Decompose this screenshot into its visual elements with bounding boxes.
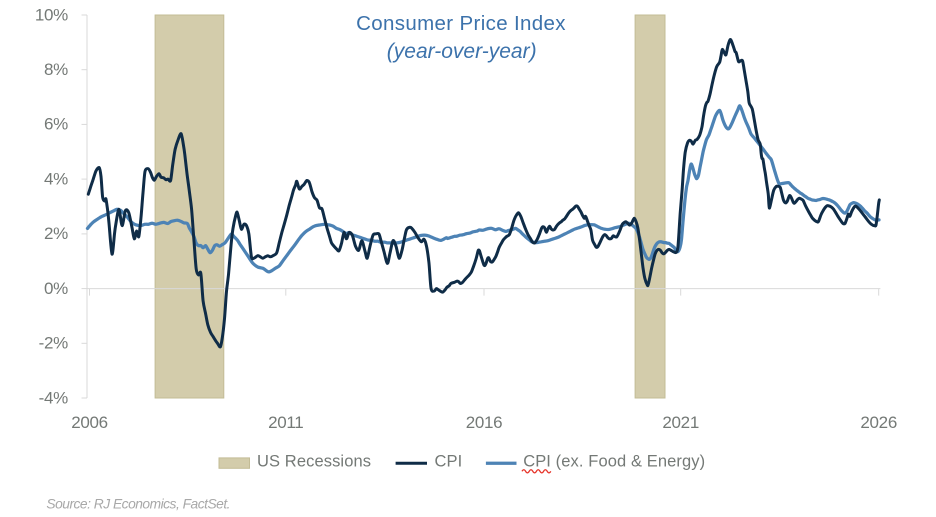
svg-text:Consumer Price Index: Consumer Price Index (356, 12, 566, 35)
svg-text:US Recessions: US Recessions (257, 453, 371, 471)
svg-text:8%: 8% (44, 60, 68, 79)
svg-text:2006: 2006 (71, 413, 108, 432)
svg-text:2011: 2011 (268, 413, 303, 432)
svg-text:6%: 6% (44, 115, 68, 134)
svg-text:Source: RJ Economics, FactSet.: Source: RJ Economics, FactSet. (46, 497, 230, 512)
svg-text:-4%: -4% (39, 388, 69, 407)
svg-text:CPI: CPI (435, 453, 463, 471)
svg-text:0%: 0% (44, 279, 68, 298)
svg-text:-2%: -2% (39, 334, 69, 353)
svg-text:2016: 2016 (466, 413, 503, 432)
svg-text:2026: 2026 (860, 413, 897, 432)
svg-text:10%: 10% (35, 5, 68, 24)
svg-text:2%: 2% (44, 224, 68, 243)
svg-text:CPI (ex. Food & Energy): CPI (ex. Food & Energy) (523, 453, 705, 471)
svg-text:2021: 2021 (662, 413, 699, 432)
svg-text:(year-over-year): (year-over-year) (387, 40, 537, 63)
svg-text:4%: 4% (44, 169, 68, 188)
